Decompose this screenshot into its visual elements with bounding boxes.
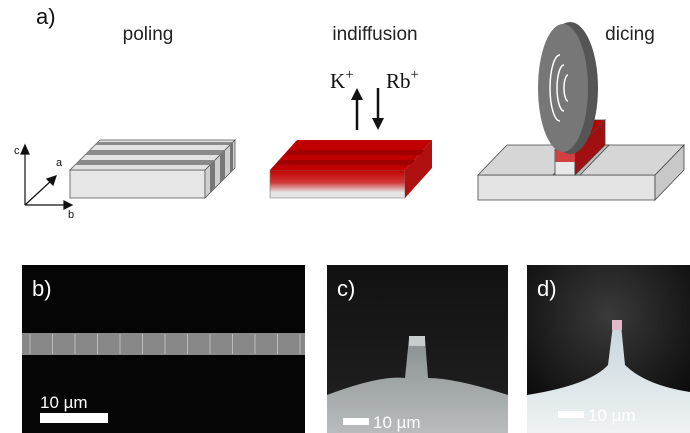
panel-label: d) <box>537 276 557 301</box>
panel-label: b) <box>32 276 52 301</box>
panel-label: a) <box>36 4 56 29</box>
panel-label: c) <box>337 276 355 301</box>
scale-text: 10 µm <box>373 413 421 432</box>
scale-text: 10 µm <box>588 406 636 425</box>
axis-label: a <box>56 157 63 169</box>
ion-arrows <box>351 88 384 130</box>
ridge-top <box>612 320 622 330</box>
ion: K <box>330 69 345 93</box>
scale-bar <box>40 413 108 423</box>
ion-charge: + <box>345 67 353 83</box>
axis-label: b <box>68 209 74 221</box>
indiffusion-block <box>270 140 432 198</box>
ion: Rb <box>386 69 411 93</box>
figure: a) poling indiffusion dicing c a b K+ Rb… <box>0 0 690 433</box>
poling-block <box>70 140 235 198</box>
step-label: poling <box>123 24 174 45</box>
axes <box>21 145 72 209</box>
scale-bar <box>558 411 584 418</box>
ion-label: K+ <box>330 67 354 93</box>
axis-label: c <box>14 145 20 157</box>
step-label: indiffusion <box>332 24 417 45</box>
ion-label: Rb+ <box>386 67 419 93</box>
scale-bar <box>343 418 369 425</box>
step-label: dicing <box>605 24 655 45</box>
waveguide <box>22 333 305 355</box>
scale-text: 10 µm <box>40 393 88 412</box>
saw-blade <box>538 22 598 154</box>
ridge-top <box>409 336 425 346</box>
ion-charge: + <box>411 67 419 83</box>
